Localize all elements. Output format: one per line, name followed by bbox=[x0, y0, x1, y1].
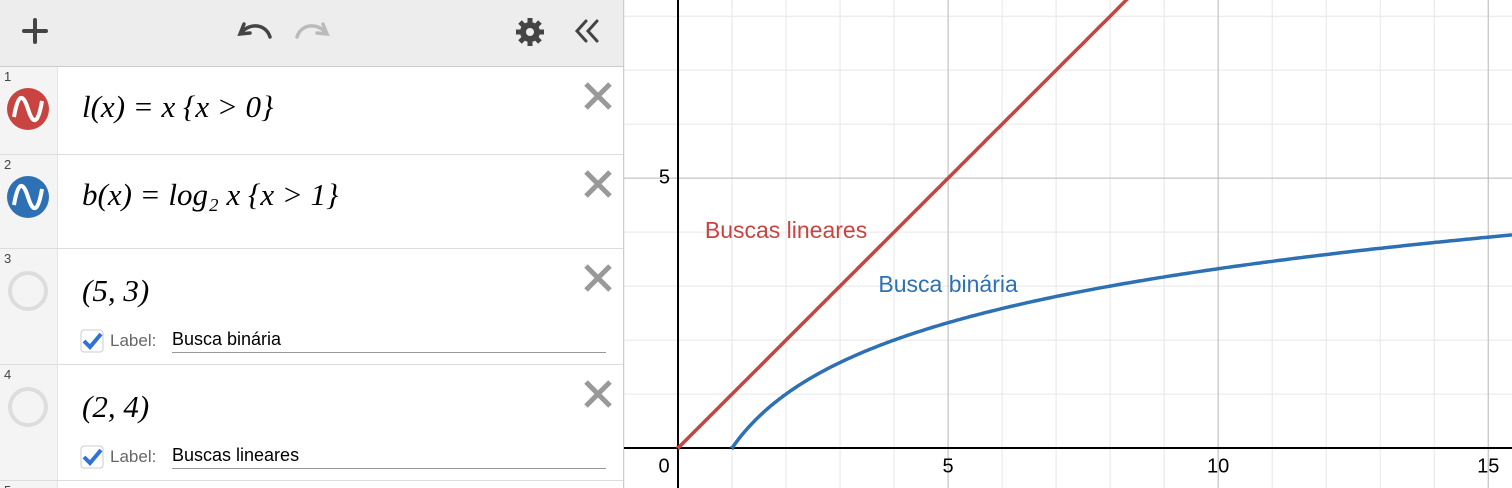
icon-circle bbox=[8, 387, 48, 427]
expression-math: l(x) = x {x > 0} bbox=[82, 89, 274, 124]
label-checkbox[interactable] bbox=[80, 445, 104, 469]
label-option: Label: Busca binária bbox=[80, 329, 606, 353]
label-input[interactable]: Buscas lineares bbox=[172, 445, 606, 469]
label-input[interactable]: Busca binária bbox=[172, 329, 606, 353]
checkbox-tick bbox=[82, 332, 103, 350]
row-gutter: 5 bbox=[0, 481, 58, 488]
row-index: 4 bbox=[4, 367, 12, 382]
icon-wave bbox=[12, 96, 44, 122]
row-gutter: 3 bbox=[0, 249, 58, 364]
collapse-button[interactable] bbox=[574, 19, 599, 43]
undo-button[interactable] bbox=[237, 22, 272, 39]
expression-row[interactable]: 2 b(x) = log₂ x {x > 1} bbox=[0, 155, 623, 249]
row-index: 1 bbox=[4, 69, 12, 84]
y-tick-label: 5 bbox=[659, 166, 670, 188]
label-caption: Label: bbox=[110, 447, 157, 466]
delete-cross bbox=[584, 82, 612, 110]
expression-row[interactable]: 1 l(x) = x {x > 0} bbox=[0, 67, 623, 155]
row-index: 5 bbox=[4, 483, 11, 488]
delete-cross bbox=[584, 380, 612, 408]
point-label: Busca binária bbox=[878, 271, 1018, 297]
x-tick-label: 5 bbox=[943, 455, 954, 477]
expression-math: (5, 3) bbox=[82, 273, 150, 308]
visibility-icon[interactable] bbox=[6, 87, 50, 131]
delete-button[interactable] bbox=[583, 263, 613, 293]
expression-list: 1 l(x) = x {x > 0} 2 b(x) = log₂ x {x > 1} 3… bbox=[0, 67, 623, 488]
row-gutter: 4 bbox=[0, 365, 58, 480]
expression-math: (2, 4) bbox=[82, 389, 150, 424]
label-checkbox[interactable] bbox=[80, 329, 104, 353]
x-tick-label: 15 bbox=[1477, 455, 1499, 477]
visibility-icon[interactable] bbox=[6, 269, 50, 313]
expression-row[interactable]: 5 bbox=[0, 481, 623, 488]
curve bbox=[676, 0, 1129, 450]
graph-paper: 0 5 10 15 5 Busca binária Buscas lineares bbox=[624, 0, 1512, 488]
row-index: 2 bbox=[4, 157, 12, 172]
settings-button[interactable] bbox=[516, 18, 544, 46]
delete-cross bbox=[584, 170, 612, 198]
checkbox-tick bbox=[82, 448, 103, 466]
add-button[interactable] bbox=[22, 18, 48, 44]
redo-button[interactable] bbox=[295, 22, 330, 39]
curve bbox=[730, 233, 1512, 450]
x-tick-label: 0 bbox=[658, 455, 669, 477]
icon-wave bbox=[12, 184, 44, 210]
expression-panel: 1 l(x) = x {x > 0} 2 b(x) = log₂ x {x > 1} 3… bbox=[0, 0, 624, 488]
icon-circle bbox=[8, 271, 48, 311]
visibility-icon[interactable] bbox=[6, 385, 50, 429]
toolbar-icons bbox=[22, 18, 599, 46]
delete-cross bbox=[584, 264, 612, 292]
point-label: Buscas lineares bbox=[705, 217, 867, 243]
expression-row[interactable]: 4 (2, 4) Label: Buscas lineares bbox=[0, 365, 623, 481]
delete-button[interactable] bbox=[583, 169, 613, 199]
delete-button[interactable] bbox=[583, 379, 613, 409]
visibility-icon[interactable] bbox=[6, 175, 50, 219]
delete-button[interactable] bbox=[583, 81, 613, 111]
label-option: Label: Buscas lineares bbox=[80, 445, 606, 469]
expression-math: b(x) = log₂ x {x > 1} bbox=[82, 177, 339, 212]
label-caption: Label: bbox=[110, 331, 157, 350]
expression-row[interactable]: 3 (5, 3) Label: Busca binária bbox=[0, 249, 623, 365]
x-tick-label: 10 bbox=[1207, 455, 1229, 477]
row-index: 3 bbox=[4, 251, 12, 266]
toolbar bbox=[0, 0, 623, 67]
